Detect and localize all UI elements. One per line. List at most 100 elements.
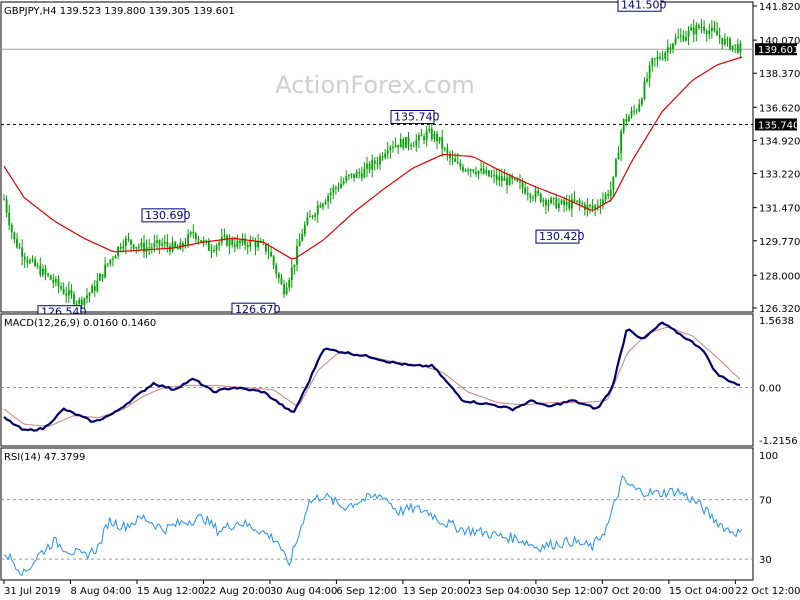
price-bar-body — [389, 147, 392, 151]
price-bar-body — [93, 286, 96, 291]
price-bar-body — [692, 27, 695, 35]
price-bar-body — [503, 177, 506, 181]
price-bar-body — [60, 286, 62, 289]
price-bar-body — [609, 189, 612, 197]
price-bar-body — [91, 286, 94, 294]
price-bar-body — [449, 153, 451, 158]
price-bar-body — [322, 203, 324, 208]
price-bar-body — [200, 240, 202, 243]
price-bar-body — [23, 256, 26, 260]
price-bar-body — [718, 35, 721, 39]
price-bar-body — [163, 241, 166, 244]
price-level-label: 139.601 — [758, 45, 799, 56]
price-bar-body — [399, 139, 402, 148]
rsi-lines — [1, 475, 753, 577]
price-bar-body — [529, 194, 532, 198]
moving-average — [3, 56, 743, 260]
price-bar-body — [280, 278, 283, 285]
price-bar-body — [581, 203, 584, 205]
price-bar-body — [223, 235, 226, 237]
price-bar-body — [589, 204, 591, 207]
price-bar-body — [148, 247, 151, 249]
price-bar-body — [379, 156, 381, 165]
price-bar-body — [36, 265, 39, 267]
price-bar-body — [648, 65, 651, 79]
price-bar-body — [392, 146, 394, 148]
x-tick-label: 30 Sep 12:00 — [536, 586, 603, 597]
price-bar-body — [713, 27, 716, 31]
price-bar-body — [687, 30, 690, 37]
price-bar-body — [487, 170, 490, 177]
price-bar-body — [659, 56, 661, 59]
price-bar-body — [612, 176, 615, 190]
price-bar-body — [257, 241, 260, 248]
price-bar-body — [293, 264, 296, 268]
price-bar-body — [638, 104, 641, 112]
price-level-tag — [755, 43, 797, 56]
price-bar-body — [249, 239, 252, 247]
price-bar-body — [698, 25, 700, 28]
price-bar-body — [482, 168, 485, 174]
price-bar-body — [669, 47, 672, 50]
price-bar-body — [661, 58, 664, 60]
price-bar-body — [454, 158, 457, 162]
price-y-tick-label: 126.320 — [759, 304, 800, 315]
price-bar-body — [508, 175, 511, 185]
price-bar-body — [31, 259, 34, 261]
price-bar-body — [337, 187, 340, 189]
price-bar-body — [402, 139, 405, 148]
price-bar-body — [353, 173, 355, 178]
price-bar-body — [104, 264, 107, 278]
price-bar-body — [516, 178, 519, 182]
price-bar-body — [44, 268, 47, 274]
price-bar-body — [213, 250, 215, 252]
price-bar-body — [405, 137, 407, 148]
price-annotation-label: 135.740 — [394, 110, 440, 123]
price-bar-body — [83, 298, 86, 306]
x-tick-label: 8 Aug 04:00 — [70, 586, 131, 597]
price-bar-body — [358, 172, 361, 174]
price-bar-body — [303, 224, 306, 235]
price-bar-body — [417, 135, 420, 141]
price-bar-body — [695, 25, 698, 35]
price-bar-body — [376, 163, 379, 165]
price-bar-body — [158, 240, 161, 246]
macd-panel: MACD(12,26,9) 0.0160 0.1460 1.5638 0.00 -1… — [0, 313, 798, 447]
price-bar-body — [519, 181, 521, 183]
rsi-y-axis: 100 70 30 — [759, 451, 778, 566]
price-bar-body — [288, 280, 291, 288]
price-bar-body — [236, 240, 239, 247]
price-bar-body — [700, 26, 703, 28]
price-bar-body — [721, 38, 724, 45]
price-bar-body — [137, 246, 140, 248]
price-bar-body — [342, 181, 345, 184]
price-bar-body — [664, 52, 667, 59]
price-bar-body — [10, 225, 13, 233]
price-bar-body — [736, 44, 739, 53]
price-levels: 139.601 135.740 — [1, 43, 799, 131]
price-bar-body — [194, 233, 197, 240]
price-bar-body — [381, 156, 384, 158]
price-bar-body — [640, 99, 643, 105]
price-bar-body — [70, 289, 73, 295]
price-bar-body — [578, 200, 581, 204]
price-bar-body — [239, 240, 241, 243]
price-bar-body — [277, 273, 280, 279]
price-bar-body — [511, 175, 514, 179]
price-bar-body — [415, 140, 418, 146]
price-bar-body — [254, 241, 257, 248]
price-bar-body — [480, 168, 483, 171]
price-bar-body — [86, 295, 88, 299]
x-tick-label: 13 Sep 20:00 — [403, 586, 470, 597]
price-y-tick-label: 131.470 — [759, 204, 800, 215]
price-bar-body — [576, 200, 578, 202]
price-bar-body — [226, 235, 228, 246]
price-bar-body — [335, 187, 337, 189]
price-bar-body — [495, 175, 498, 181]
price-bar-body — [633, 110, 635, 112]
price-bar-body — [153, 242, 156, 248]
price-bar-body — [672, 43, 674, 50]
price-y-tick-label: 129.770 — [759, 237, 800, 248]
price-bar-body — [462, 166, 464, 171]
price-bar-body — [459, 163, 462, 167]
